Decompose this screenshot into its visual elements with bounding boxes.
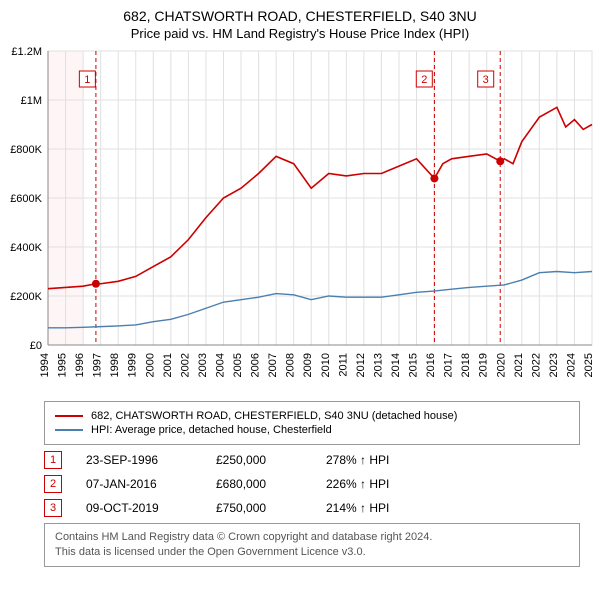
- footer-line: This data is licensed under the Open Gov…: [55, 545, 569, 560]
- svg-text:2009: 2009: [302, 353, 314, 377]
- sale-price: £680,000: [216, 477, 326, 491]
- chart: £0 £200K £400K £600K £800K £1M £1.2M 1994 1995 19…: [0, 45, 600, 395]
- sale-row: 3 09-OCT-2019 £750,000 214% ↑ HPI: [44, 499, 580, 517]
- legend-swatch: [55, 429, 83, 431]
- svg-text:2017: 2017: [443, 353, 455, 377]
- svg-text:2023: 2023: [548, 353, 560, 377]
- svg-text:2007: 2007: [267, 353, 279, 377]
- svg-text:2016: 2016: [425, 353, 437, 377]
- sale-date: 23-SEP-1996: [86, 453, 216, 467]
- svg-text:2024: 2024: [565, 353, 577, 377]
- sale-row: 2 07-JAN-2016 £680,000 226% ↑ HPI: [44, 475, 580, 493]
- footer-line: Contains HM Land Registry data © Crown c…: [55, 530, 569, 545]
- svg-text:2020: 2020: [495, 353, 507, 377]
- svg-text:2021: 2021: [513, 353, 525, 377]
- svg-text:2003: 2003: [197, 353, 209, 377]
- svg-text:2018: 2018: [460, 353, 472, 377]
- svg-text:2004: 2004: [214, 353, 226, 377]
- svg-text:1998: 1998: [109, 353, 121, 377]
- legend-swatch: [55, 415, 83, 417]
- sale-hpi: 278% ↑ HPI: [326, 453, 389, 467]
- title-sub: Price paid vs. HM Land Registry's House …: [0, 26, 600, 41]
- sales-table: 1 23-SEP-1996 £250,000 278% ↑ HPI 2 07-J…: [44, 451, 580, 517]
- title-block: 682, CHATSWORTH ROAD, CHESTERFIELD, S40 …: [0, 0, 600, 45]
- svg-text:2005: 2005: [232, 353, 244, 377]
- title-main: 682, CHATSWORTH ROAD, CHESTERFIELD, S40 …: [0, 8, 600, 24]
- legend: 682, CHATSWORTH ROAD, CHESTERFIELD, S40 …: [44, 401, 580, 445]
- svg-text:1: 1: [84, 74, 90, 86]
- sale-hpi: 214% ↑ HPI: [326, 501, 389, 515]
- svg-text:1994: 1994: [39, 353, 51, 377]
- svg-text:2012: 2012: [355, 353, 367, 377]
- svg-text:2022: 2022: [530, 353, 542, 377]
- sale-badge: 3: [44, 499, 62, 517]
- svg-text:2001: 2001: [162, 353, 174, 377]
- svg-text:£400K: £400K: [10, 242, 42, 254]
- legend-label: 682, CHATSWORTH ROAD, CHESTERFIELD, S40 …: [91, 410, 457, 422]
- svg-text:2013: 2013: [372, 353, 384, 377]
- sale-date: 09-OCT-2019: [86, 501, 216, 515]
- legend-row: HPI: Average price, detached house, Ches…: [55, 424, 569, 436]
- svg-text:2025: 2025: [583, 353, 595, 377]
- sale-price: £250,000: [216, 453, 326, 467]
- page-container: 682, CHATSWORTH ROAD, CHESTERFIELD, S40 …: [0, 0, 600, 567]
- svg-text:1997: 1997: [92, 353, 104, 377]
- svg-text:2006: 2006: [250, 353, 262, 377]
- sale-date: 07-JAN-2016: [86, 477, 216, 491]
- footer-note: Contains HM Land Registry data © Crown c…: [44, 523, 580, 567]
- sale-badge: 2: [44, 475, 62, 493]
- svg-text:£200K: £200K: [10, 291, 42, 303]
- legend-label: HPI: Average price, detached house, Ches…: [91, 424, 332, 436]
- svg-text:2015: 2015: [408, 353, 420, 377]
- svg-text:£800K: £800K: [10, 144, 42, 156]
- sale-row: 1 23-SEP-1996 £250,000 278% ↑ HPI: [44, 451, 580, 469]
- chart-svg: £0 £200K £400K £600K £800K £1M £1.2M 1994 1995 19…: [0, 45, 600, 395]
- svg-text:2014: 2014: [390, 353, 402, 377]
- svg-text:1995: 1995: [57, 353, 69, 377]
- svg-text:2008: 2008: [285, 353, 297, 377]
- svg-text:1996: 1996: [74, 353, 86, 377]
- svg-text:£1M: £1M: [21, 95, 42, 107]
- svg-text:2: 2: [421, 74, 427, 86]
- svg-text:2011: 2011: [337, 353, 349, 377]
- svg-text:£1.2M: £1.2M: [11, 46, 42, 58]
- svg-text:2000: 2000: [144, 353, 156, 377]
- svg-text:2019: 2019: [478, 353, 490, 377]
- sale-hpi: 226% ↑ HPI: [326, 477, 389, 491]
- svg-text:2010: 2010: [320, 353, 332, 377]
- sale-price: £750,000: [216, 501, 326, 515]
- svg-text:2002: 2002: [179, 353, 191, 377]
- svg-text:1999: 1999: [127, 353, 139, 377]
- svg-text:£0: £0: [30, 340, 42, 352]
- svg-text:£600K: £600K: [10, 193, 42, 205]
- legend-row: 682, CHATSWORTH ROAD, CHESTERFIELD, S40 …: [55, 410, 569, 422]
- sale-badge: 1: [44, 451, 62, 469]
- svg-text:3: 3: [483, 74, 489, 86]
